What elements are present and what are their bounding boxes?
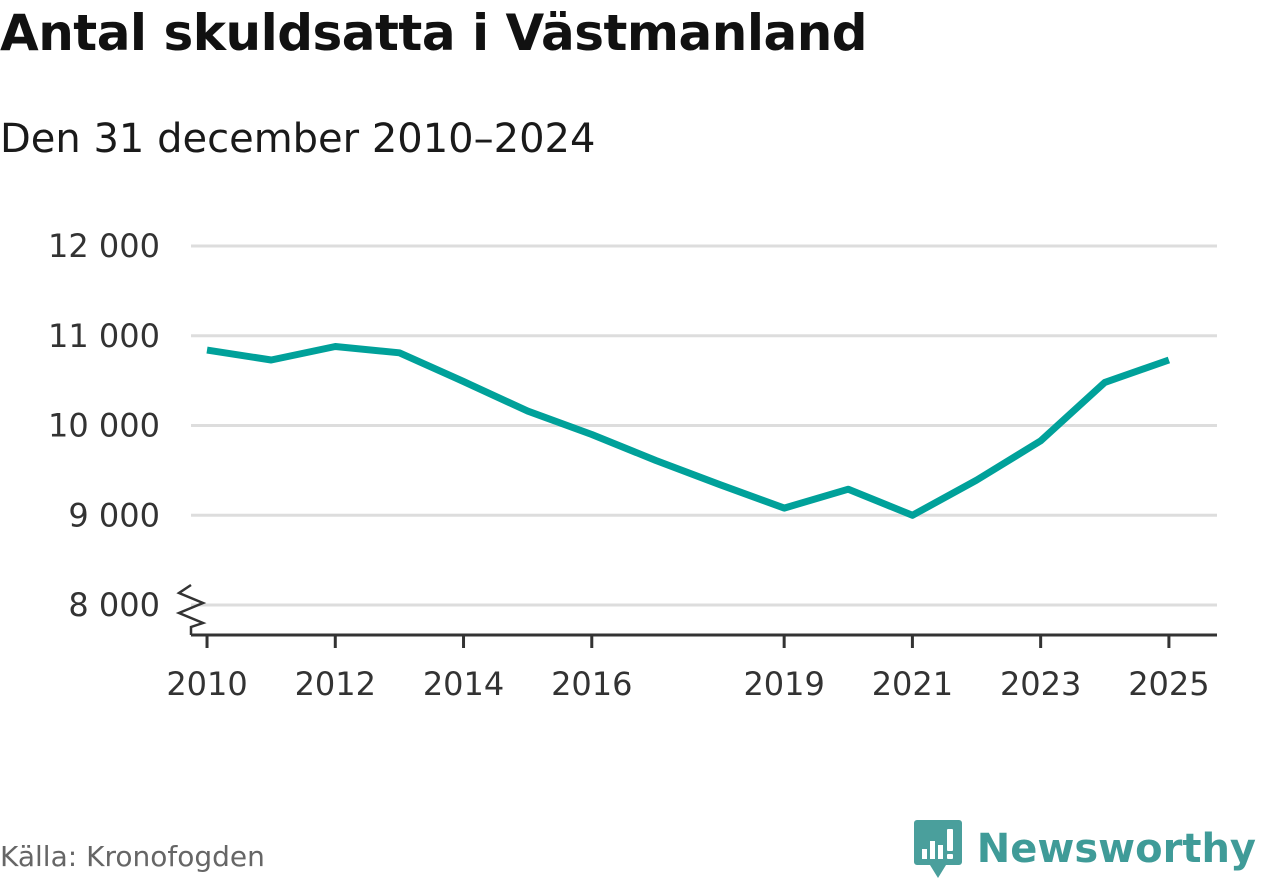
chart-title: Antal skuldsatta i Västmanland	[0, 4, 868, 62]
axis-break-mark	[175, 583, 207, 635]
x-tick-label: 2021	[872, 665, 953, 703]
brand-logo: Newsworthy	[913, 818, 1256, 880]
x-tick-label: 2012	[295, 665, 376, 703]
newsworthy-logo-icon	[913, 820, 962, 878]
x-tick-label: 2016	[551, 665, 632, 703]
x-tick-label: 2010	[166, 665, 247, 703]
y-axis-labels: 8 000 9 000 10 000 11 000 12 000	[48, 227, 160, 624]
y-tick-label: 12 000	[48, 227, 160, 265]
y-tick-label: 8 000	[68, 586, 160, 624]
y-tick-label: 9 000	[68, 496, 160, 534]
x-tick-label: 2014	[423, 665, 504, 703]
x-axis-labels: 2010 2012 2014 2016 2019 2021 2023 2025	[166, 665, 1209, 703]
x-axis	[175, 583, 1217, 648]
brand-name: Newsworthy	[976, 826, 1256, 872]
gridlines	[191, 244, 1217, 607]
series-layer	[206, 343, 1171, 519]
chart-subtitle: Den 31 december 2010–2024	[0, 116, 596, 162]
x-tick-label: 2023	[1000, 665, 1081, 703]
source-note: Källa: Kronofogden	[0, 840, 265, 873]
y-tick-label: 10 000	[48, 407, 160, 445]
x-tick-label: 2019	[743, 665, 824, 703]
series-line	[206, 343, 1171, 519]
x-tick-label: 2025	[1128, 665, 1209, 703]
y-tick-label: 11 000	[48, 317, 160, 355]
